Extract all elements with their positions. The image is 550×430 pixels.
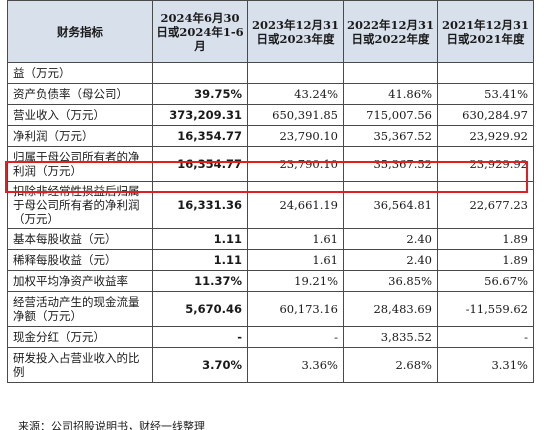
cell-2021: 53.41% (437, 83, 534, 105)
cell-2022: 2.68% (343, 347, 438, 383)
cell-2022: 3,835.52 (343, 326, 438, 348)
cell-2021: 22,677.23 (437, 181, 534, 229)
table-row: 扣除非经常性损益后归属于母公司所有者的净利润（万元） 16,331.36 24,… (7, 181, 534, 229)
cell-2021: 23,929.92 (437, 125, 534, 147)
table-row: 稀释每股收益（元） 1.11 1.61 2.40 1.89 (7, 249, 534, 271)
cell-2022: 715,007.56 (343, 104, 438, 126)
cell-2024h1: 16,331.36 (152, 181, 248, 229)
cell-2021: 3.31% (437, 347, 534, 383)
table-row: 经营活动产生的现金流量净额（万元） 5,670.46 60,173.16 28,… (7, 291, 534, 327)
cell-2022: 36.85% (343, 270, 438, 292)
table-row: 基本每股收益（元） 1.11 1.61 2.40 1.89 (7, 228, 534, 250)
cell-2024h1: - (152, 326, 248, 348)
cell-2024h1 (152, 62, 248, 84)
cell-2022: 35,367.52 (343, 146, 438, 182)
cell-2023 (247, 62, 344, 84)
cell-2023: 650,391.85 (247, 104, 344, 126)
header-2024h1: 2024年6月30日或2024年1-6月 (152, 0, 248, 63)
table-row: 资产负债率（母公司） 39.75% 43.24% 41.86% 53.41% (7, 83, 534, 105)
cell-2024h1: 1.11 (152, 249, 248, 271)
cell-2024h1: 1.11 (152, 228, 248, 250)
table-header-row: 财务指标 2024年6月30日或2024年1-6月 2023年12月31日或20… (7, 0, 534, 63)
table-row: 研发投入占营业收入的比例 3.70% 3.36% 2.68% 3.31% (7, 347, 534, 383)
cell-2022: 41.86% (343, 83, 438, 105)
cell-2021: 23,929.92 (437, 146, 534, 182)
row-label: 益（万元） (7, 62, 153, 84)
table-row: 归属于母公司所有者的净利润（万元） 16,354.77 23,790.10 35… (7, 146, 534, 182)
table-row: 益（万元） (7, 62, 534, 84)
cell-2024h1: 5,670.46 (152, 291, 248, 327)
cell-2022: 35,367.52 (343, 125, 438, 147)
cell-2021: -11,559.62 (437, 291, 534, 327)
row-label: 扣除非经常性损益后归属于母公司所有者的净利润（万元） (7, 181, 153, 229)
source-caption: 来源：公司招股说明书，财经一线整理 (18, 420, 205, 430)
cell-2023: 43.24% (247, 83, 344, 105)
row-label: 资产负债率（母公司） (7, 83, 153, 105)
cell-2023: 23,790.10 (247, 125, 344, 147)
cell-2023: 23,790.10 (247, 146, 344, 182)
cell-2024h1: 16,354.77 (152, 125, 248, 147)
cell-2021: 1.89 (437, 249, 534, 271)
row-label: 研发投入占营业收入的比例 (7, 347, 153, 383)
cell-2022: 2.40 (343, 228, 438, 250)
row-label: 经营活动产生的现金流量净额（万元） (7, 291, 153, 327)
cell-2024h1: 39.75% (152, 83, 248, 105)
cell-2022: 28,483.69 (343, 291, 438, 327)
row-label: 净利润（万元） (7, 125, 153, 147)
cell-2023: 24,661.19 (247, 181, 344, 229)
table-row: 营业收入（万元） 373,209.31 650,391.85 715,007.5… (7, 104, 534, 126)
financial-indicators-table: 财务指标 2024年6月30日或2024年1-6月 2023年12月31日或20… (7, 0, 534, 383)
cell-2021 (437, 62, 534, 84)
row-label: 现金分红（万元） (7, 326, 153, 348)
cell-2021: 1.89 (437, 228, 534, 250)
cell-2021: - (437, 326, 534, 348)
cell-2024h1: 11.37% (152, 270, 248, 292)
cell-2023: - (247, 326, 344, 348)
table-row: 加权平均净资产收益率 11.37% 19.21% 36.85% 56.67% (7, 270, 534, 292)
cell-2023: 1.61 (247, 228, 344, 250)
row-label: 归属于母公司所有者的净利润（万元） (7, 146, 153, 182)
header-2023: 2023年12月31日或2023年度 (247, 0, 344, 63)
cell-2021: 630,284.97 (437, 104, 534, 126)
header-indicator: 财务指标 (7, 0, 153, 63)
table-row: 现金分红（万元） - - 3,835.52 - (7, 326, 534, 348)
row-label: 营业收入（万元） (7, 104, 153, 126)
table-row: 净利润（万元） 16,354.77 23,790.10 35,367.52 23… (7, 125, 534, 147)
cell-2023: 19.21% (247, 270, 344, 292)
cell-2023: 3.36% (247, 347, 344, 383)
cell-2024h1: 373,209.31 (152, 104, 248, 126)
cell-2022: 2.40 (343, 249, 438, 271)
header-2022: 2022年12月31日或2022年度 (343, 0, 438, 63)
cell-2022 (343, 62, 438, 84)
cell-2024h1: 16,354.77 (152, 146, 248, 182)
cell-2023: 1.61 (247, 249, 344, 271)
row-label: 基本每股收益（元） (7, 228, 153, 250)
header-2021: 2021年12月31日或2021年度 (437, 0, 534, 63)
row-label: 稀释每股收益（元） (7, 249, 153, 271)
cell-2023: 60,173.16 (247, 291, 344, 327)
cell-2022: 36,564.81 (343, 181, 438, 229)
cell-2021: 56.67% (437, 270, 534, 292)
row-label: 加权平均净资产收益率 (7, 270, 153, 292)
cell-2024h1: 3.70% (152, 347, 248, 383)
